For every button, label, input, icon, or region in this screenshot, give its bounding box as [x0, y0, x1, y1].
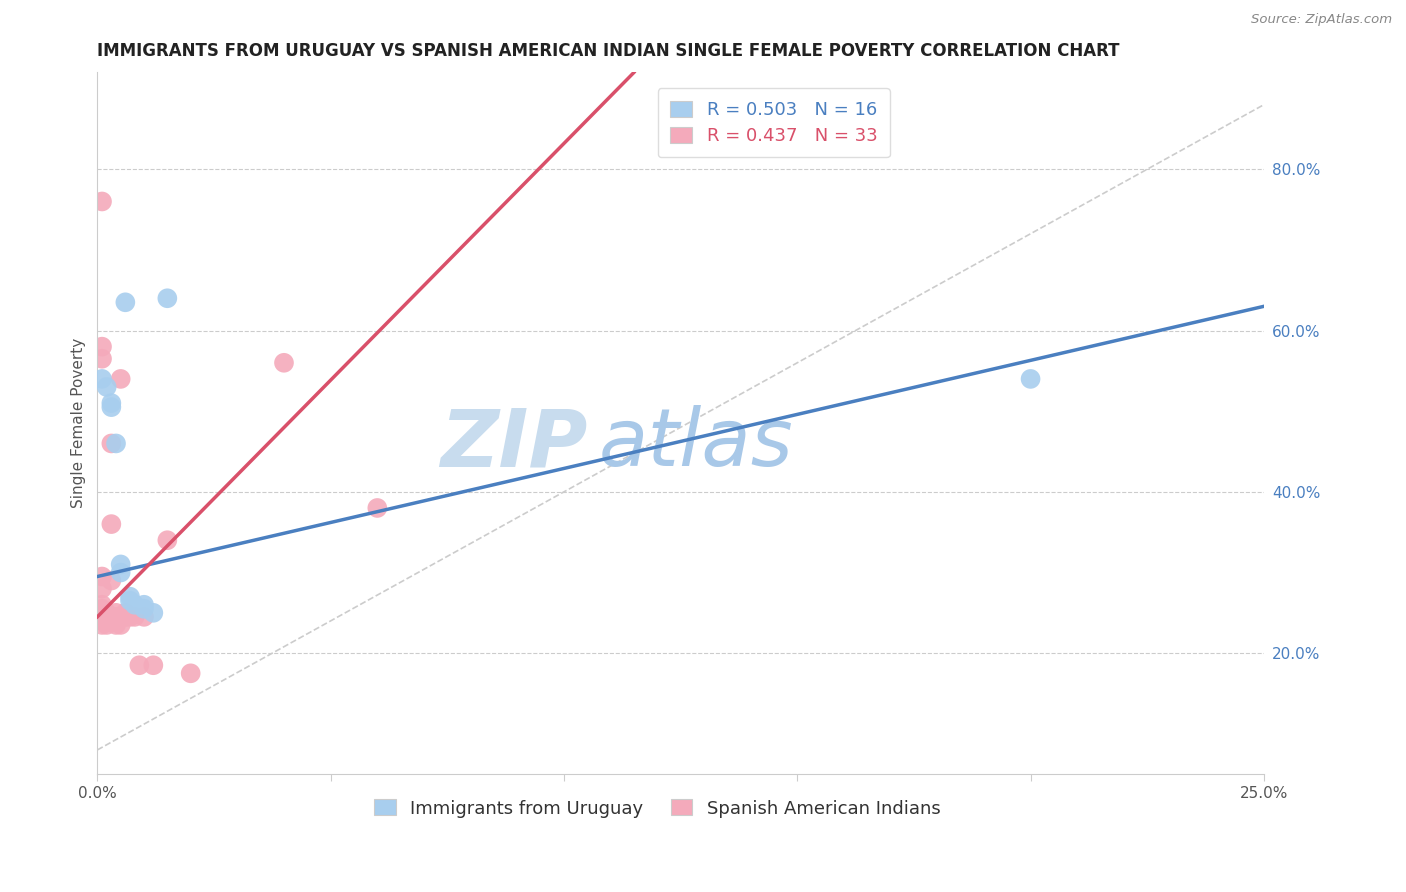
Point: [100, 436, 122, 450]
Point: [128, 658, 150, 673]
Point: [118, 590, 141, 604]
Point: [91, 614, 114, 628]
Point: [132, 610, 155, 624]
Point: [156, 291, 179, 305]
Point: [96, 618, 118, 632]
Point: [91, 598, 114, 612]
Point: [124, 598, 146, 612]
Point: [91, 340, 114, 354]
Point: [110, 372, 132, 386]
Point: [96, 614, 118, 628]
Point: [91, 351, 114, 366]
Point: [91, 194, 114, 209]
Point: [100, 400, 122, 414]
Point: [366, 500, 388, 515]
Text: ZIP: ZIP: [440, 405, 588, 483]
Point: [91, 372, 114, 386]
Point: [118, 610, 141, 624]
Y-axis label: Single Female Poverty: Single Female Poverty: [72, 338, 86, 508]
Point: [91, 582, 114, 596]
Point: [156, 533, 179, 548]
Point: [110, 618, 132, 632]
Point: [96, 380, 118, 394]
Text: IMMIGRANTS FROM URUGUAY VS SPANISH AMERICAN INDIAN SINGLE FEMALE POVERTY CORRELA: IMMIGRANTS FROM URUGUAY VS SPANISH AMERI…: [97, 42, 1119, 60]
Point: [110, 558, 132, 572]
Point: [105, 618, 128, 632]
Point: [91, 618, 114, 632]
Point: [105, 436, 128, 450]
Legend: Immigrants from Uruguay, Spanish American Indians: Immigrants from Uruguay, Spanish America…: [367, 792, 948, 825]
Point: [91, 606, 114, 620]
Point: [105, 606, 128, 620]
Point: [91, 601, 114, 615]
Point: [96, 606, 118, 620]
Point: [124, 610, 146, 624]
Point: [114, 295, 136, 310]
Point: [132, 598, 155, 612]
Point: [110, 566, 132, 580]
Point: [118, 593, 141, 607]
Point: [180, 666, 202, 681]
Point: [100, 574, 122, 588]
Text: Source: ZipAtlas.com: Source: ZipAtlas.com: [1251, 13, 1392, 27]
Point: [91, 569, 114, 583]
Point: [132, 601, 155, 615]
Point: [142, 606, 165, 620]
Point: [114, 610, 136, 624]
Point: [96, 610, 118, 624]
Point: [100, 517, 122, 532]
Text: atlas: atlas: [599, 405, 794, 483]
Point: [105, 610, 128, 624]
Point: [114, 606, 136, 620]
Point: [142, 658, 165, 673]
Point: [273, 356, 295, 370]
Point: [100, 396, 122, 410]
Point: [1019, 372, 1042, 386]
